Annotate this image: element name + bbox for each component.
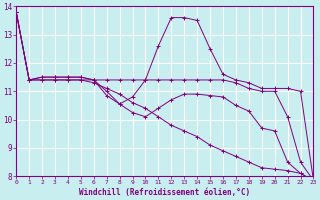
- X-axis label: Windchill (Refroidissement éolien,°C): Windchill (Refroidissement éolien,°C): [79, 188, 250, 197]
